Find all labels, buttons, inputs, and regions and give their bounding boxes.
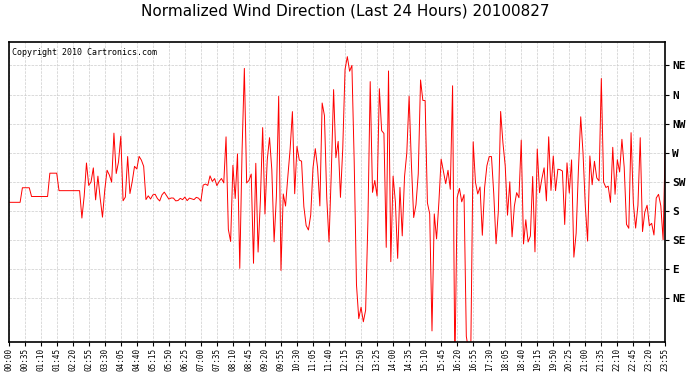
- Text: Copyright 2010 Cartronics.com: Copyright 2010 Cartronics.com: [12, 48, 157, 57]
- Text: Normalized Wind Direction (Last 24 Hours) 20100827: Normalized Wind Direction (Last 24 Hours…: [141, 4, 549, 19]
